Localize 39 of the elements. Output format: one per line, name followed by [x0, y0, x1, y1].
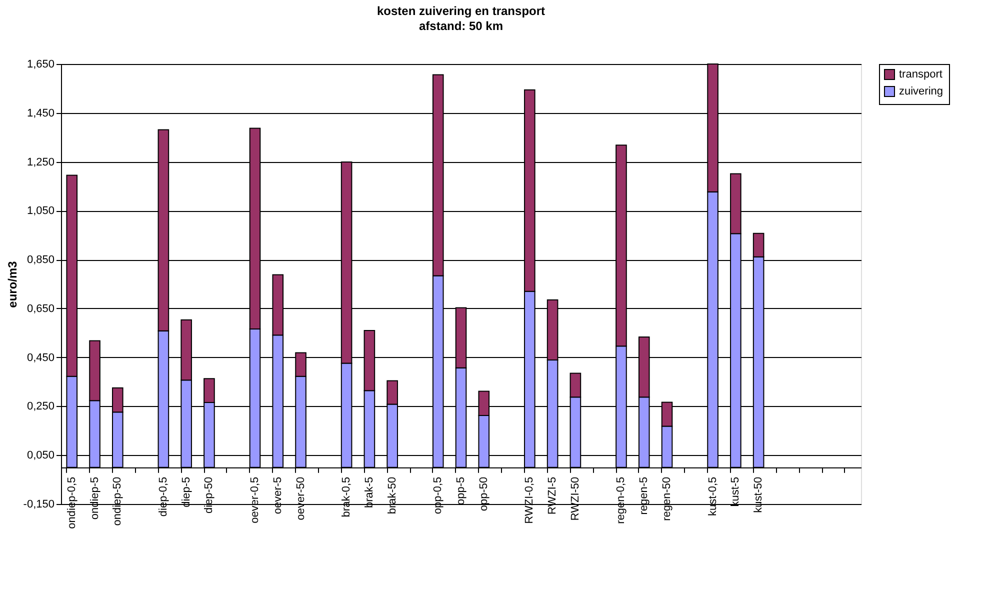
x-tick-label: opp-5 — [455, 476, 467, 505]
x-tick-label: diep-0,5 — [157, 476, 170, 517]
x-tick-label: ondiep-5 — [88, 476, 101, 520]
legend-label: transport — [899, 68, 942, 80]
x-tick-label: ondiep-50 — [112, 476, 124, 526]
x-tick-label: RWZI-5 — [546, 476, 559, 515]
y-tick-label: 0,650 — [26, 302, 54, 315]
x-tick-label: brak-5 — [363, 476, 376, 508]
y-tick-label: 0,850 — [26, 254, 54, 266]
x-tick-label: opp-0,5 — [432, 476, 444, 514]
x-tick-label: oever-0,5 — [248, 476, 261, 524]
chart-subtitle: afstand: 50 km — [418, 19, 504, 33]
y-tick-label: 1,050 — [26, 205, 54, 218]
x-tick-label: brak-0,5 — [340, 476, 353, 518]
x-tick-label: oever-50 — [294, 476, 307, 520]
y-tick-label: 1,650 — [26, 58, 54, 70]
x-tick-label: diep-50 — [203, 476, 216, 514]
y-tick-label: 0,050 — [26, 450, 54, 462]
x-tick-label: RWZI-50 — [569, 476, 582, 521]
x-tick-label: kust-5 — [730, 476, 742, 507]
x-tick-label: regen-50 — [661, 476, 674, 521]
x-tick-label: RWZI-0,5 — [524, 476, 536, 524]
x-tick-label: oever-5 — [272, 476, 284, 514]
x-tick-label: regen-5 — [638, 476, 650, 515]
chart-title: kosten zuivering en transport — [376, 4, 546, 18]
y-tick-label: -0,150 — [23, 498, 54, 510]
legend-label: zuivering — [899, 86, 944, 98]
x-tick-label: kust-0,5 — [706, 476, 719, 516]
x-tick-label: regen-0,5 — [615, 476, 628, 524]
x-tick-label: brak-50 — [386, 476, 398, 514]
x-tick-label: kust-50 — [752, 476, 765, 513]
y-tick-label: 0,450 — [26, 352, 54, 364]
x-tick-label: opp-50 — [478, 476, 490, 512]
y-tick-label: 1,250 — [26, 156, 54, 168]
x-tick-label: diep-5 — [180, 476, 192, 508]
y-axis-title: euro/m3 — [5, 260, 20, 308]
y-tick-label: 0,250 — [26, 400, 54, 413]
x-tick-label: ondiep-0,5 — [66, 476, 78, 529]
y-tick-label: 1,450 — [26, 107, 54, 120]
